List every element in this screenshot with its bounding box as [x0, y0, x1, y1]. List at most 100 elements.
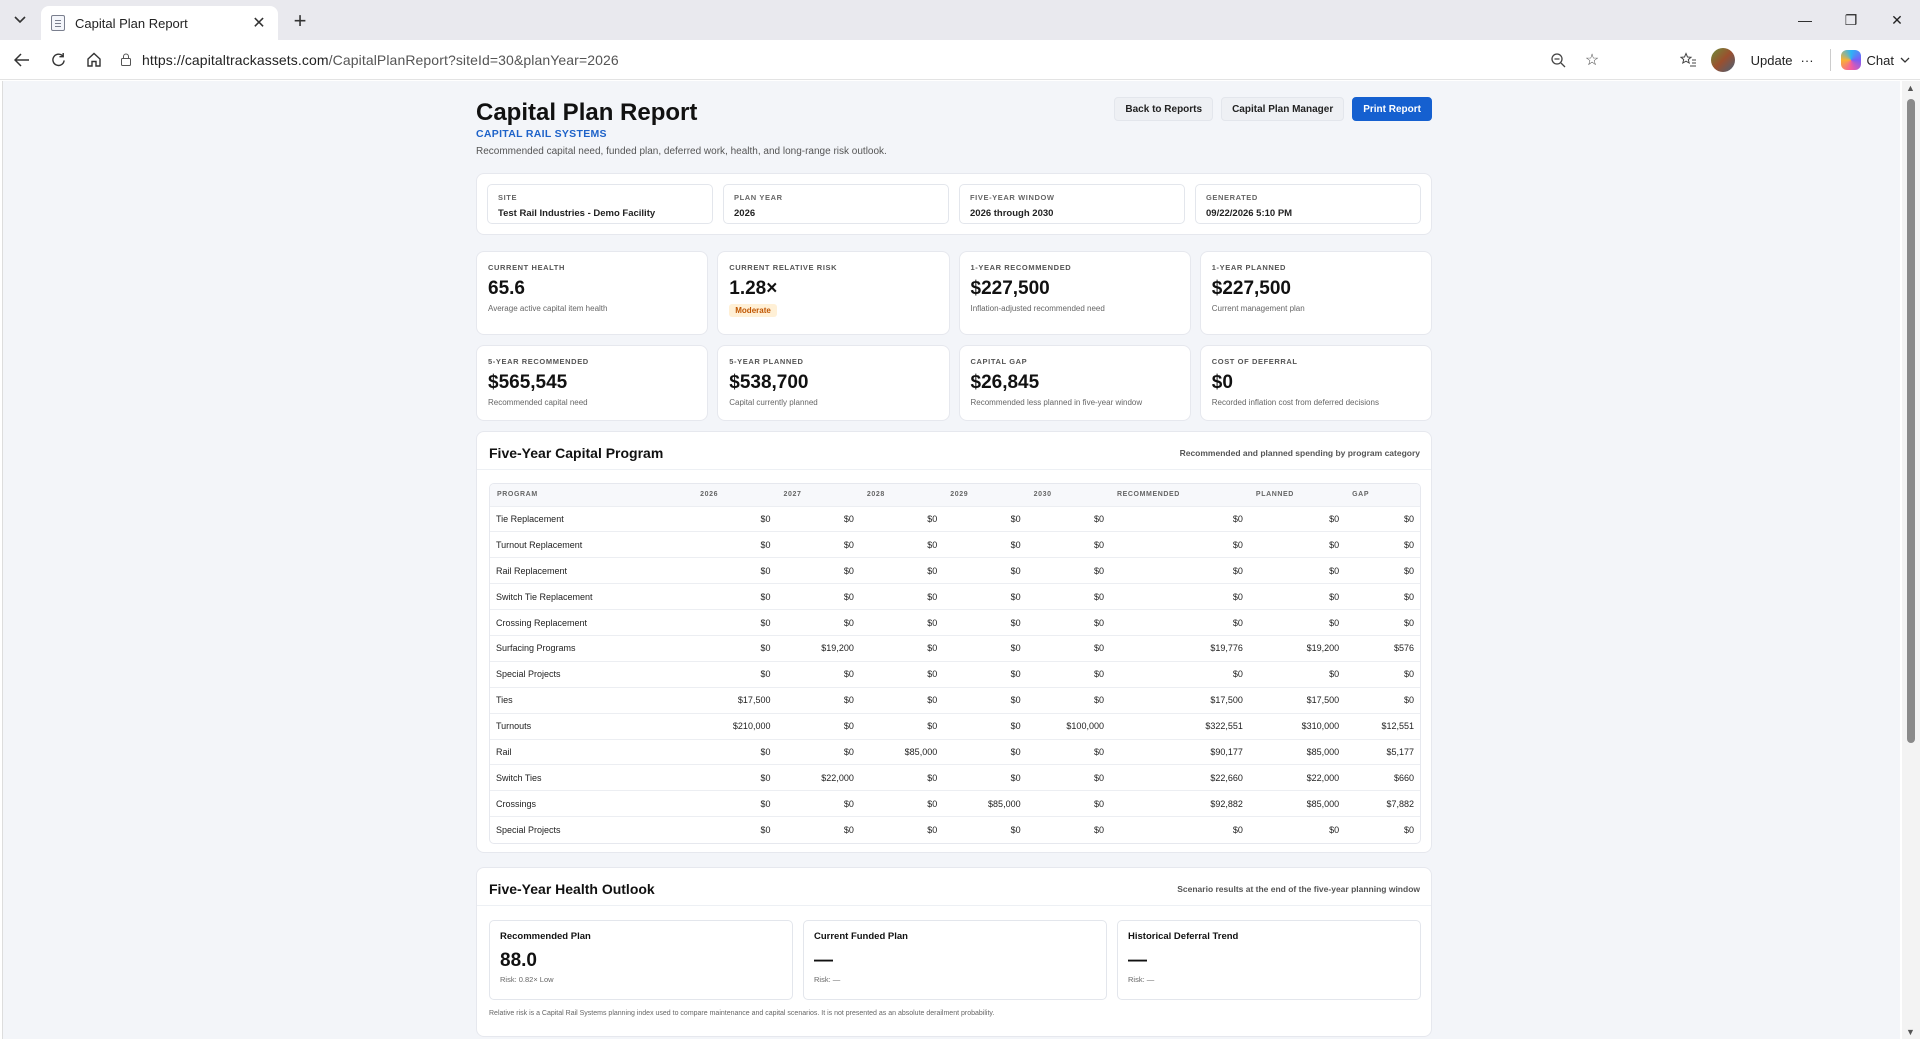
column-header: 2028 — [859, 484, 944, 506]
table-header-row: PROGRAM 2026 2027 2028 2029 2030 RECOMMENDED PL… — [490, 484, 1420, 506]
amount-cell: $19,200 — [776, 634, 860, 662]
update-button[interactable]: Update ··· — [1750, 52, 1814, 68]
home-icon[interactable] — [76, 44, 112, 76]
scenario-risk: Risk: — — [1128, 975, 1155, 984]
table-row: Surfacing Programs $0 $19,200 $0 $0 $0 $19,776… — [490, 634, 1420, 662]
amount-cell: $0 — [776, 557, 860, 584]
table-row: Switch Tie Replacement $0 $0 $0 $0 $0 $0 $0 $0 — [490, 583, 1420, 610]
copilot-chat-button[interactable]: Chat — [1840, 50, 1910, 70]
scrollbar-thumb[interactable] — [1907, 99, 1915, 743]
minimize-icon[interactable]: — — [1798, 12, 1812, 28]
amount-cell: $0 — [693, 660, 777, 688]
kpi-1-year-planned: 1-YEAR PLANNED $227,500 Current manageme… — [1199, 251, 1432, 335]
kpi-current-health: CURRENT HEALTH 65.6 Average active capit… — [476, 251, 709, 335]
amount-cell: $0 — [943, 738, 1027, 765]
amount-cell: $660 — [1345, 764, 1420, 791]
table-row: Special Projects $0 $0 $0 $0 $0 $0 $0 $0 — [490, 660, 1420, 688]
favorites-list-icon[interactable] — [1677, 48, 1701, 72]
amount-cell: $0 — [859, 816, 944, 843]
section-title: Five-Year Capital Program — [489, 445, 664, 461]
amount-cell: $22,000 — [776, 764, 860, 791]
amount-cell: $0 — [1026, 505, 1110, 532]
scenario-score: 88.0 — [500, 950, 537, 971]
scenario-current-funded-plan: Current Funded Plan — Risk: — — [803, 920, 1107, 1000]
amount-cell: $85,000 — [859, 738, 944, 765]
amount-cell: $85,000 — [1248, 790, 1346, 817]
amount-cell: $0 — [693, 609, 777, 636]
amount-cell: $0 — [693, 764, 777, 791]
kpi-note: Recommended less planned in five-year wi… — [970, 398, 1143, 407]
browser-tab[interactable]: Capital Plan Report ✕ — [41, 6, 278, 40]
amount-cell: $0 — [1345, 557, 1420, 584]
close-tab-icon[interactable]: ✕ — [252, 15, 266, 32]
lock-icon[interactable] — [120, 53, 134, 67]
page-scrollbar[interactable]: ▲ ▼ — [1902, 81, 1920, 1039]
table-row: Turnouts $210,000 $0 $0 $0 $100,000 $322,551 $3… — [490, 712, 1420, 740]
section-title: Five-Year Health Outlook — [489, 881, 655, 897]
table-row: Rail $0 $0 $85,000 $0 $0 $90,177 $85,000 $5,177 — [490, 738, 1420, 765]
amount-cell: $17,500 — [1248, 686, 1346, 714]
amount-cell: $0 — [1345, 505, 1420, 532]
column-header: 2030 — [1026, 484, 1110, 506]
section-note: Scenario results at the end of the five-… — [1177, 884, 1420, 894]
amount-cell: $322,551 — [1109, 712, 1249, 740]
table-row: Switch Ties $0 $22,000 $0 $0 $0 $22,660 $22,000… — [490, 764, 1420, 791]
kpi-note: Average active capital item health — [488, 304, 608, 313]
program-name-cell: Crossing Replacement — [490, 609, 694, 636]
capital-plan-manager-button[interactable]: Capital Plan Manager — [1221, 97, 1345, 121]
scroll-up-arrow-icon[interactable]: ▲ — [1906, 83, 1915, 93]
more-options-icon[interactable]: ··· — [1800, 52, 1814, 68]
close-window-icon[interactable]: ✕ — [1891, 11, 1903, 28]
back-arrow-icon[interactable] — [4, 44, 40, 76]
amount-cell: $0 — [1345, 531, 1420, 558]
five-year-health-outlook: Five-Year Health Outlook Scenario result… — [476, 867, 1432, 1037]
kpi-label: 5-YEAR RECOMMENDED — [488, 357, 589, 366]
table-row: Tie Replacement $0 $0 $0 $0 $0 $0 $0 $0 — [490, 505, 1420, 532]
program-name-cell: Turnouts — [490, 712, 694, 740]
table-row: Rail Replacement $0 $0 $0 $0 $0 $0 $0 $0 — [490, 557, 1420, 584]
restore-icon[interactable]: ❐ — [1844, 11, 1858, 28]
amount-cell: $0 — [693, 531, 777, 558]
column-header: PLANNED — [1248, 484, 1346, 506]
amount-cell: $0 — [1026, 634, 1110, 662]
amount-cell: $0 — [943, 557, 1027, 584]
scroll-down-arrow-icon[interactable]: ▼ — [1906, 1027, 1915, 1037]
amount-cell: $0 — [943, 505, 1027, 532]
table-row: Ties $17,500 $0 $0 $0 $0 $17,500 $17,500 $0 — [490, 686, 1420, 714]
kpi-grid: CURRENT HEALTH 65.6 Average active capit… — [476, 251, 1432, 421]
scenario-name: Recommended Plan — [500, 931, 591, 942]
amount-cell: $19,200 — [1248, 634, 1346, 662]
risk-status-badge: Moderate — [729, 304, 777, 317]
back-to-reports-button[interactable]: Back to Reports — [1114, 97, 1214, 121]
table-row: Special Projects $0 $0 $0 $0 $0 $0 $0 $0 — [490, 816, 1420, 843]
meta-plan-year: PLAN YEAR 2026 — [723, 184, 949, 224]
amount-cell: $0 — [1248, 660, 1346, 688]
amount-cell: $0 — [859, 609, 944, 636]
column-header: 2029 — [943, 484, 1027, 506]
meta-five-year-window: FIVE-YEAR WINDOW 2026 through 2030 — [959, 184, 1185, 224]
profile-avatar[interactable] — [1710, 48, 1735, 72]
meta-label: SITE — [498, 193, 518, 202]
chevron-down-icon[interactable] — [1900, 57, 1910, 63]
scenario-risk: Risk: 0.82× Low — [500, 975, 554, 984]
column-header: 2026 — [693, 484, 777, 506]
amount-cell: $0 — [776, 790, 860, 817]
new-tab-plus-icon[interactable]: + — [293, 8, 307, 33]
address-bar[interactable]: https://capitaltrackassets.com/CapitalPl… — [112, 46, 1640, 74]
kpi-note: Capital currently planned — [729, 398, 818, 407]
column-header: PROGRAM — [490, 484, 694, 506]
reload-icon[interactable] — [40, 44, 76, 76]
print-report-button[interactable]: Print Report — [1352, 97, 1432, 121]
amount-cell: $0 — [1345, 609, 1420, 636]
amount-cell: $310,000 — [1248, 712, 1346, 740]
amount-cell: $0 — [693, 816, 777, 843]
amount-cell: $17,500 — [693, 686, 777, 714]
kpi-value: $538,700 — [729, 372, 809, 393]
zoom-icon[interactable] — [1546, 48, 1570, 72]
amount-cell: $0 — [859, 764, 944, 791]
meta-label: FIVE-YEAR WINDOW — [970, 193, 1055, 202]
tab-list-chevron-icon[interactable] — [6, 6, 34, 34]
favorite-star-icon[interactable]: ☆ — [1584, 52, 1600, 69]
table-row: Crossings $0 $0 $0 $85,000 $0 $92,882 $85,000 $7… — [490, 790, 1420, 817]
scenario-historical-deferral-trend: Historical Deferral Trend — Risk: — — [1117, 920, 1421, 1000]
